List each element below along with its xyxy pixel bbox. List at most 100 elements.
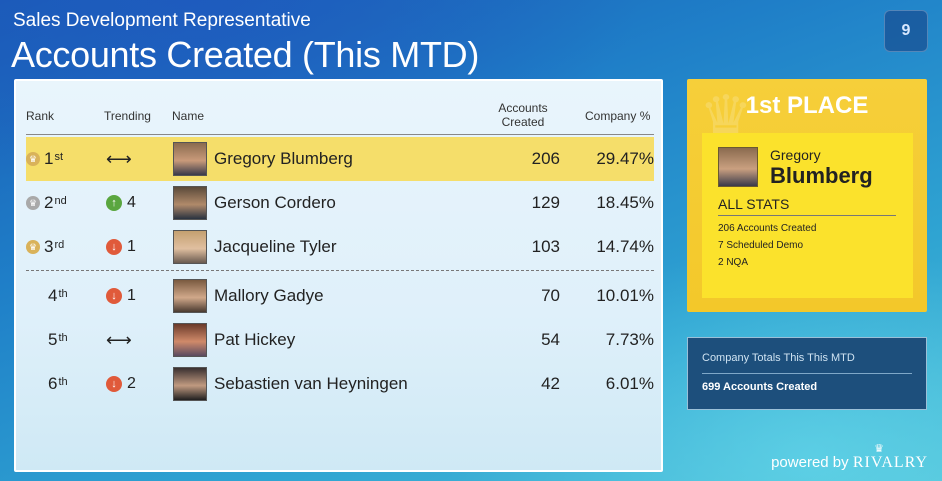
stat-item: 7 Scheduled Demo	[718, 240, 804, 251]
rank-number: 5	[48, 330, 58, 349]
rank-suffix: th	[58, 288, 68, 300]
rank-number: 3	[44, 237, 54, 256]
trend-value: 1	[127, 287, 136, 304]
company-pct-value: 7.73%	[605, 330, 654, 349]
gold-crown-icon: ♛	[26, 152, 40, 166]
column-trending: Trending	[104, 109, 151, 123]
trend-cell: ↓ 1	[106, 274, 136, 318]
avatar[interactable]	[173, 186, 207, 220]
rank-suffix: th	[58, 332, 68, 344]
trend-cell: ⟷	[106, 318, 132, 362]
accounts-created-value: 129	[531, 193, 560, 212]
silver-crown-icon: ♛	[26, 196, 40, 210]
column-name: Name	[172, 109, 205, 123]
rank-suffix: rd	[54, 239, 65, 251]
rep-name[interactable]: Jacqueline Tyler	[214, 237, 337, 256]
winner-last-name: Blumberg	[770, 163, 873, 188]
bronze-crown-icon: ♛	[26, 240, 40, 254]
trend-down-icon: ↓	[106, 288, 122, 304]
trend-value: 4	[127, 194, 136, 211]
rivalry-crown-icon: ♛	[874, 443, 884, 455]
rep-name[interactable]: Mallory Gadye	[214, 286, 324, 305]
stats-divider	[718, 215, 896, 216]
stat-item: 206 Accounts Created	[718, 223, 817, 234]
first-place-title: 1st PLACE	[745, 92, 869, 119]
leaderboard-panel: Rank Trending Name Accounts Created Comp…	[14, 79, 663, 472]
company-pct-value: 6.01%	[605, 374, 654, 393]
rank-suffix: st	[54, 151, 64, 163]
trend-cell: ↓ 2	[106, 362, 136, 406]
no-change-arrow-icon: ⟷	[106, 329, 132, 350]
column-accounts-line2: Created	[501, 115, 545, 129]
rank-suffix: th	[58, 376, 68, 388]
rep-name[interactable]: Gregory Blumberg	[214, 149, 353, 168]
totals-divider	[702, 373, 912, 374]
winner-avatar	[718, 147, 758, 187]
rep-name[interactable]: Pat Hickey	[214, 330, 296, 349]
column-company-pct: Company %	[585, 109, 651, 123]
rank-number: 1	[44, 149, 54, 168]
avatar[interactable]	[173, 279, 207, 313]
avatar[interactable]	[173, 230, 207, 264]
table-header: Rank Trending Name Accounts Created Comp…	[16, 81, 661, 137]
company-totals-card: Company Totals This This MTD 699 Account…	[687, 337, 927, 410]
accounts-created-value: 70	[541, 286, 560, 305]
trend-cell: ↓ 1	[106, 225, 136, 269]
page-title: Accounts Created (This MTD)	[11, 34, 480, 75]
trend-cell: ⟷	[106, 137, 132, 181]
avatar[interactable]	[173, 323, 207, 357]
first-place-card: ♛ 1st PLACE Gregory Blumberg ALL STATS 2…	[687, 79, 927, 312]
all-stats-heading[interactable]: ALL STATS	[718, 196, 790, 212]
trend-cell: ↑ 4	[106, 181, 136, 225]
stat-item: 2 NQA	[718, 257, 749, 268]
rep-name[interactable]: Gerson Cordero	[214, 193, 336, 212]
column-accounts-line1: Accounts	[498, 101, 548, 115]
company-totals-label: Company Totals This This MTD	[702, 352, 855, 364]
page-number-badge[interactable]: 9	[884, 10, 928, 52]
trend-down-icon: ↓	[106, 239, 122, 255]
company-pct-value: 14.74%	[596, 237, 654, 256]
trend-value: 1	[127, 238, 136, 255]
no-change-arrow-icon: ⟷	[106, 148, 132, 169]
podium-divider	[26, 270, 654, 271]
header-divider	[26, 134, 654, 135]
powered-by-footer: powered by RIVALRY	[771, 454, 928, 472]
rank-number: 2	[44, 193, 54, 212]
rank-number: 4	[48, 286, 58, 305]
company-pct-value: 29.47%	[596, 149, 654, 168]
rep-name[interactable]: Sebastien van Heyningen	[214, 374, 408, 393]
column-accounts-created: Accounts Created	[486, 101, 560, 129]
accounts-created-value: 206	[531, 149, 560, 168]
trend-down-icon: ↓	[106, 376, 122, 392]
header-subtitle: Sales Development Representative	[13, 10, 311, 31]
avatar[interactable]	[173, 367, 207, 401]
powered-by-text: powered by	[771, 454, 849, 471]
company-totals-value: 699 Accounts Created	[702, 381, 818, 393]
avatar[interactable]	[173, 142, 207, 176]
accounts-created-value: 54	[541, 330, 560, 349]
company-pct-value: 10.01%	[596, 286, 654, 305]
winner-first-name: Gregory	[770, 147, 821, 163]
rank-suffix: nd	[54, 195, 67, 207]
column-rank: Rank	[26, 109, 55, 123]
accounts-created-value: 42	[541, 374, 560, 393]
accounts-created-value: 103	[531, 237, 560, 256]
rivalry-logo: RIVALRY	[852, 454, 928, 471]
first-place-details: Gregory Blumberg ALL STATS 206 Accounts …	[702, 133, 913, 298]
trend-up-icon: ↑	[106, 195, 122, 211]
rank-number: 6	[48, 374, 58, 393]
company-pct-value: 18.45%	[596, 193, 654, 212]
trend-value: 2	[127, 375, 136, 392]
